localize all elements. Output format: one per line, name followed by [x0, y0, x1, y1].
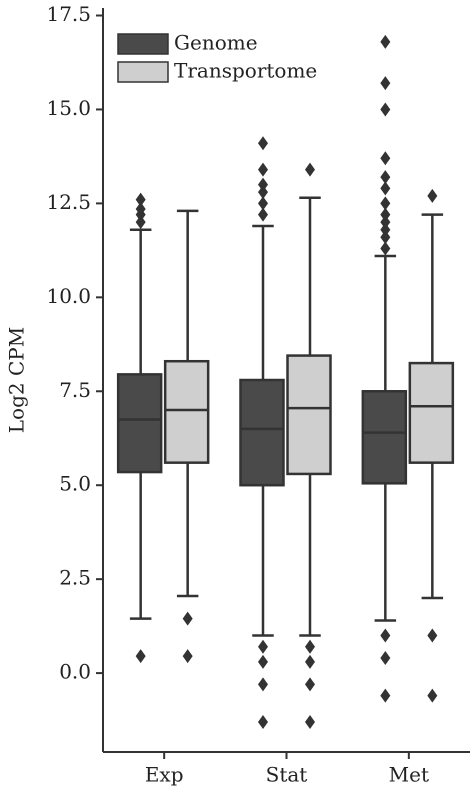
outlier — [380, 230, 391, 245]
outlier — [258, 639, 268, 654]
outlier — [305, 639, 315, 654]
outlier — [380, 34, 391, 49]
legend-swatch — [117, 61, 169, 83]
outlier — [305, 654, 315, 669]
outlier — [305, 714, 315, 729]
box — [116, 373, 163, 474]
outlier — [427, 688, 438, 703]
y-tick-label: 7.5 — [59, 378, 91, 402]
outlier — [258, 677, 268, 692]
outlier — [380, 651, 391, 666]
outlier — [135, 202, 146, 217]
outlier — [258, 207, 268, 222]
y-axis-label: Log2 CPM — [5, 327, 29, 433]
outlier — [258, 654, 268, 669]
outlier — [258, 136, 268, 151]
box — [286, 354, 332, 476]
y-tick-label: 15.0 — [46, 96, 91, 120]
outlier — [135, 215, 146, 230]
outlier — [380, 688, 391, 703]
legend-label: Transportome — [174, 59, 317, 83]
outlier — [427, 628, 438, 643]
outlier — [380, 151, 391, 166]
y-tick-label: 12.5 — [46, 190, 91, 214]
outlier — [258, 714, 268, 729]
box — [361, 390, 408, 485]
legend-swatch — [117, 33, 169, 55]
x-tick-label: Met — [389, 763, 429, 787]
outlier — [305, 677, 315, 692]
outlier — [258, 185, 268, 200]
outlier — [380, 222, 391, 237]
y-tick-label: 17.5 — [46, 2, 91, 26]
outlier — [258, 162, 268, 177]
outlier — [182, 649, 193, 664]
outlier — [380, 181, 391, 196]
box — [163, 359, 210, 464]
y-tick-label: 0.0 — [59, 660, 91, 684]
x-tick-label: Stat — [266, 763, 308, 787]
outlier — [135, 192, 146, 207]
outlier — [380, 196, 391, 211]
box — [408, 361, 455, 464]
outlier — [380, 241, 391, 256]
legend-label: Genome — [174, 31, 258, 55]
outlier — [135, 649, 146, 664]
outlier — [258, 196, 268, 211]
outlier — [258, 177, 268, 192]
outlier — [380, 215, 391, 230]
outlier — [182, 611, 193, 626]
outlier — [427, 188, 438, 203]
x-tick-label: Exp — [145, 763, 184, 787]
outlier — [380, 102, 391, 117]
outlier — [380, 170, 391, 185]
outlier — [380, 628, 391, 643]
outlier — [305, 162, 315, 177]
outlier — [380, 207, 391, 222]
y-tick-label: 10.0 — [46, 284, 91, 308]
y-tick-label: 5.0 — [59, 472, 91, 496]
outlier — [380, 76, 391, 91]
y-tick-label: 2.5 — [59, 566, 91, 590]
box — [239, 378, 285, 487]
